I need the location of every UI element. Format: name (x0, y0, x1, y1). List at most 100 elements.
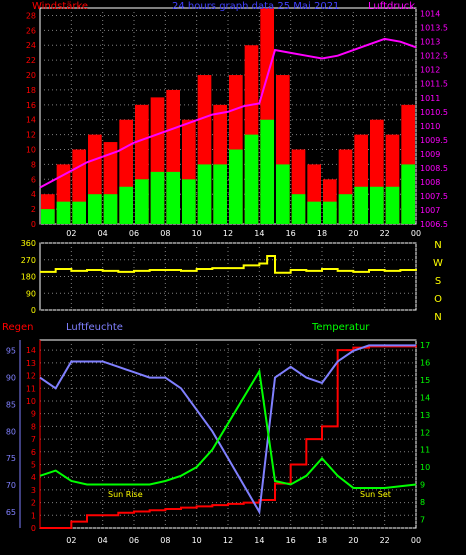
humidity-line (39, 344, 416, 515)
wind-bar (370, 186, 384, 224)
wind-tick-label: 18 (26, 86, 36, 95)
wind-tick-label: 20 (26, 71, 36, 80)
pressure-tick-label: 1010.5 (420, 108, 448, 117)
temperature-tick-label: 11 (420, 446, 430, 455)
wind-bar (323, 201, 337, 224)
wind-bar (150, 171, 165, 224)
rain-tick-label: 7 (31, 435, 36, 444)
rain-humidity-temperature-marks (39, 344, 417, 529)
temperature-line (39, 368, 417, 489)
direction-tick-label: 0 (31, 306, 36, 315)
bottom-time-tick-label: 12 (223, 536, 233, 545)
time-tick-label: 18 (317, 229, 327, 238)
wind-tick-label: 28 (26, 11, 36, 20)
wind-bar (338, 194, 353, 224)
wind-tick-label: 2 (31, 205, 36, 214)
wind-tick-label: 14 (26, 116, 36, 125)
wind-direction-line (40, 255, 417, 274)
pressure-tick-label: 1011 (420, 94, 440, 103)
time-tick-label: 00 (411, 229, 421, 238)
compass-label: N (434, 240, 441, 251)
wind-tick-label: 0 (31, 220, 36, 229)
humidity-tick-label: 95 (6, 347, 16, 356)
bottom-time-tick-label: 22 (380, 536, 390, 545)
temperature-tick-label: 9 (420, 480, 425, 489)
wind-tick-label: 10 (26, 146, 36, 155)
rain-tick-label: 6 (31, 448, 36, 457)
time-tick-label: 14 (254, 229, 264, 238)
wind-bar (41, 209, 55, 224)
pressure-tick-label: 1012.5 (420, 52, 448, 61)
pressure-tick-label: 1006.5 (420, 220, 448, 229)
bottom-time-tick-label: 14 (254, 536, 264, 545)
pressure-tick-label: 1007 (420, 206, 440, 215)
wind-bar (135, 179, 149, 224)
wind-bar (229, 149, 243, 224)
rain-tick-label: 10 (26, 397, 36, 406)
bottom-time-tick-label: 18 (317, 536, 327, 545)
pressure-line (39, 37, 417, 189)
rain-tick-label: 2 (31, 499, 36, 508)
time-tick-label: 06 (129, 229, 139, 238)
direction-tick-label: 90 (26, 289, 36, 298)
rain-tick-label: 3 (31, 486, 36, 495)
wind-bar (166, 171, 180, 224)
wind-bar (56, 201, 71, 224)
compass-label: O (434, 294, 442, 305)
humidity-tick-label: 90 (6, 374, 16, 383)
wind-bar (182, 179, 196, 224)
wind-bar (103, 194, 118, 224)
pressure-tick-label: 1010 (420, 122, 440, 131)
time-tick-label: 20 (348, 229, 358, 238)
compass-label: N (434, 312, 441, 323)
wind-tick-label: 12 (26, 131, 36, 140)
wind-tick-label: 6 (31, 175, 36, 184)
rain-axis-label: Regen (2, 322, 34, 333)
pressure-tick-label: 1013.5 (420, 24, 448, 33)
humidity-tick-label: 85 (6, 400, 16, 409)
time-tick-label: 04 (98, 229, 108, 238)
bottom-time-tick-label: 02 (66, 536, 76, 545)
pressure-axis-label: Luftdruck (368, 1, 415, 12)
wind-pressure-marks (39, 8, 417, 225)
wind-bar (88, 194, 102, 224)
temperature-tick-label: 8 (420, 498, 425, 507)
wind-bar (385, 186, 400, 224)
wind-bar (401, 164, 415, 224)
rain-tick-label: 9 (31, 410, 36, 419)
temperature-tick-label: 16 (420, 359, 430, 368)
compass-label: W (433, 258, 443, 269)
pressure-tick-label: 1012 (420, 66, 440, 75)
rain-tick-label: 0 (31, 524, 36, 533)
bottom-time-tick-label: 00 (411, 536, 421, 545)
wind-tick-label: 4 (31, 190, 36, 199)
compass-label: S (435, 276, 441, 287)
rain-tick-label: 13 (26, 359, 36, 368)
wind-tick-label: 22 (26, 56, 36, 65)
time-tick-label: 10 (192, 229, 202, 238)
temperature-axis-label: Temperatur (311, 322, 370, 333)
wind-bar (213, 164, 227, 224)
direction-tick-label: 360 (21, 239, 36, 248)
wind-bar (72, 201, 86, 224)
humidity-tick-label: 70 (6, 481, 16, 490)
bottom-time-tick-label: 16 (286, 536, 296, 545)
sunset-annotation: Sun Set (360, 490, 391, 499)
pressure-tick-label: 1008 (420, 178, 440, 187)
humidity-axis-label: Luftfeuchte (66, 322, 123, 333)
wind-tick-label: 24 (26, 41, 36, 50)
bottom-time-tick-label: 20 (348, 536, 358, 545)
chart-title: 24 hours graph data 25 Mai 2021 (172, 1, 339, 12)
wind-direction-marks (40, 255, 417, 274)
pressure-tick-label: 1007.5 (420, 192, 448, 201)
wind-tick-label: 16 (26, 101, 36, 110)
temperature-tick-label: 7 (420, 515, 425, 524)
time-tick-label: 12 (223, 229, 233, 238)
bottom-time-tick-label: 10 (192, 536, 202, 545)
humidity-tick-label: 65 (6, 508, 16, 517)
wind-bar (197, 164, 212, 224)
rain-tick-label: 4 (31, 473, 36, 482)
time-tick-label: 22 (380, 229, 390, 238)
rain-tick-label: 11 (26, 384, 36, 393)
